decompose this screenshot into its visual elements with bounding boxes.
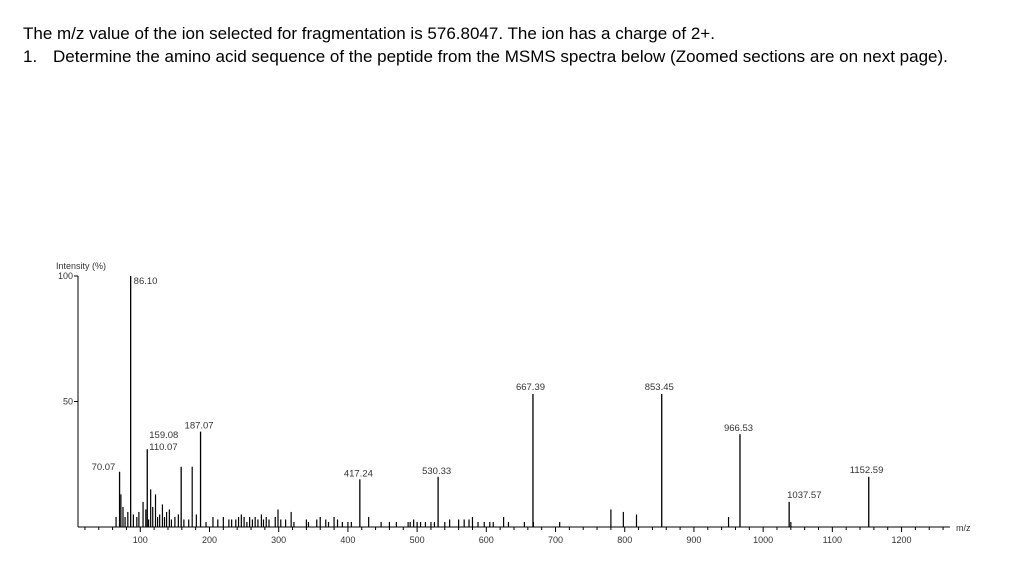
x-tick-label: 200 <box>202 535 217 545</box>
peak-label-159.08: 159.08 <box>149 430 178 441</box>
x-tick-label: 100 <box>133 535 148 545</box>
question-item: 1. Determine the amino acid sequence of t… <box>23 47 948 67</box>
peak-label-530.33: 530.33 <box>422 466 451 477</box>
x-tick-label: 900 <box>686 535 701 545</box>
peak-label-70.07: 70.07 <box>92 462 116 473</box>
peak-label-853.45: 853.45 <box>645 382 674 393</box>
x-tick-label: 400 <box>340 535 355 545</box>
peak-label-966.53: 966.53 <box>724 423 753 434</box>
x-tick-label: 1100 <box>823 535 842 545</box>
peak-label-86.10: 86.10 <box>134 276 158 287</box>
question-item-number: 1. <box>23 47 38 66</box>
x-axis-label: m/z <box>956 523 971 533</box>
x-tick-label: 700 <box>548 535 563 545</box>
peak-label-1037.57: 1037.57 <box>787 490 821 501</box>
x-tick-label: 300 <box>271 535 286 545</box>
x-tick-label: 500 <box>410 535 425 545</box>
peak-label-417.24: 417.24 <box>344 468 373 479</box>
x-tick-label: 1000 <box>753 535 773 545</box>
peak-label-667.39: 667.39 <box>516 382 545 393</box>
y-axis-label: Intensity (%) <box>56 261 106 271</box>
y-tick-label: 100 <box>58 271 73 281</box>
peak-label-187.07: 187.07 <box>185 421 214 432</box>
peak-label-110.07: 110.07 <box>149 442 177 453</box>
x-tick-label: 600 <box>479 535 494 545</box>
peak-label-1152.59: 1152.59 <box>850 465 884 476</box>
x-tick-label: 800 <box>617 535 632 545</box>
y-tick-label: 50 <box>63 397 73 407</box>
question-intro: The m/z value of the ion selected for fr… <box>23 24 715 43</box>
question-item-text: Determine the amino acid sequence of the… <box>53 47 948 66</box>
x-tick-label: 1200 <box>892 535 912 545</box>
